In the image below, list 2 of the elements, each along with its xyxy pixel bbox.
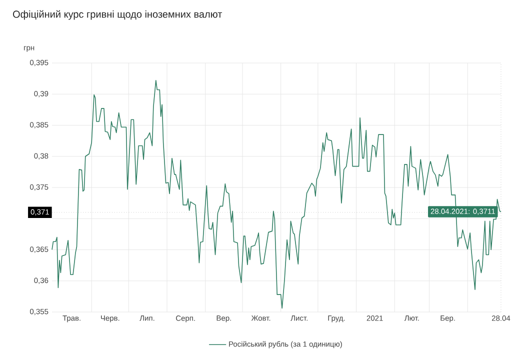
chart-title: Офіційний курс гривні щодо іноземних валют bbox=[13, 10, 222, 20]
line-series bbox=[52, 80, 502, 309]
